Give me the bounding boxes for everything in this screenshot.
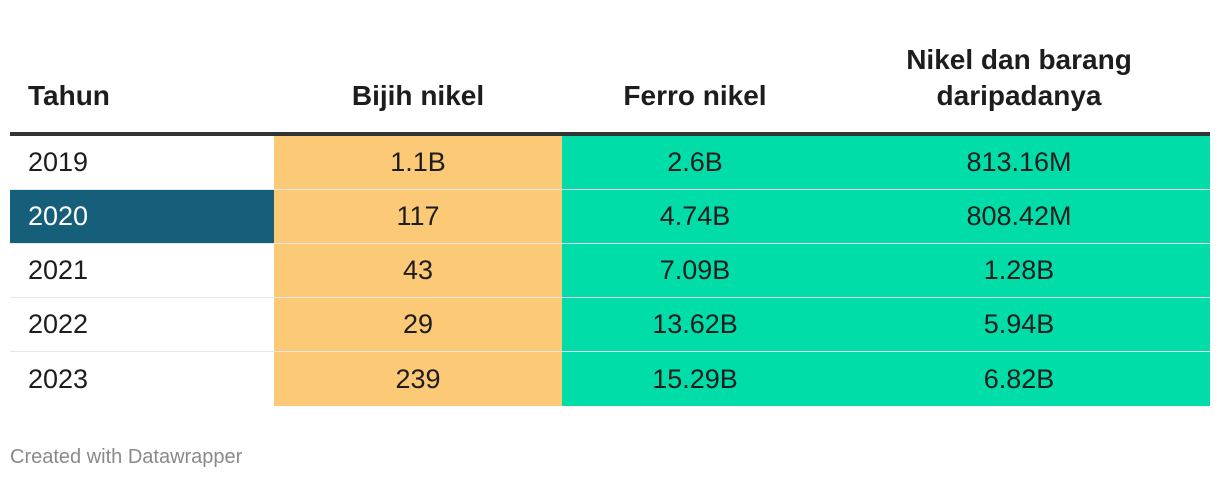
- cell-nikel-barang: 1.28B: [828, 244, 1210, 297]
- table-row: 2021 43 7.09B 1.28B: [10, 244, 1210, 298]
- cell-year: 2021: [28, 255, 89, 285]
- data-table: Tahun Bijih nikel Ferro nikel Nikel dan …: [10, 0, 1210, 406]
- header-nikel-barang-line2: daripadanya: [936, 80, 1102, 111]
- cell-bijih-nikel: 1.1B: [274, 136, 562, 189]
- cell-nikel-barang: 808.42M: [828, 190, 1210, 243]
- cell-ferro-nikel: 2.6B: [562, 136, 828, 189]
- header-bijih-nikel: Bijih nikel: [351, 80, 485, 111]
- header-nikel-barang-line1: Nikel dan barang: [906, 44, 1132, 75]
- cell-nikel-barang: 813.16M: [828, 136, 1210, 189]
- table-header: Tahun Bijih nikel Ferro nikel Nikel dan …: [10, 0, 1210, 136]
- cell-year: 2020: [10, 190, 274, 243]
- table-row: 2023 239 15.29B 6.82B: [10, 352, 1210, 406]
- cell-ferro-nikel: 7.09B: [562, 244, 828, 297]
- table-row: 2022 29 13.62B 5.94B: [10, 298, 1210, 352]
- header-nikel-barang: Nikel dan barang daripadanya: [828, 42, 1210, 114]
- cell-bijih-nikel: 29: [274, 298, 562, 351]
- cell-nikel-barang: 6.82B: [828, 352, 1210, 406]
- cell-bijih-nikel: 239: [274, 352, 562, 406]
- header-year: Tahun: [28, 80, 110, 111]
- table-row: 2020 117 4.74B 808.42M: [10, 190, 1210, 244]
- cell-year: 2022: [28, 309, 89, 339]
- table-row: 2019 1.1B 2.6B 813.16M: [10, 136, 1210, 190]
- cell-year: 2019: [28, 147, 89, 177]
- cell-bijih-nikel: 43: [274, 244, 562, 297]
- cell-ferro-nikel: 15.29B: [562, 352, 828, 406]
- table-body: 2019 1.1B 2.6B 813.16M 2020 117 4.74B 808.42M 20…: [10, 136, 1210, 406]
- cell-ferro-nikel: 13.62B: [562, 298, 828, 351]
- datawrapper-credit: Created with Datawrapper: [10, 446, 243, 468]
- header-ferro-nikel: Ferro nikel: [623, 80, 767, 111]
- cell-nikel-barang: 5.94B: [828, 298, 1210, 351]
- cell-year: 2023: [28, 363, 89, 394]
- cell-ferro-nikel: 4.74B: [562, 190, 828, 243]
- cell-bijih-nikel: 117: [274, 190, 562, 243]
